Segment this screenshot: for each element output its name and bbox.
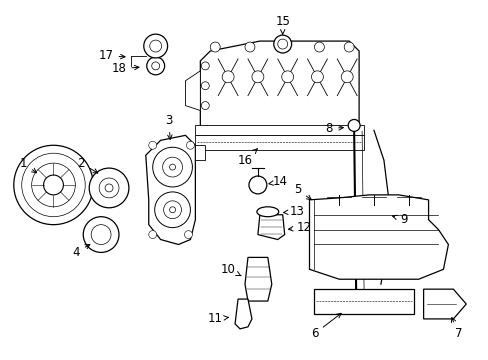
Polygon shape [309, 195, 447, 279]
Circle shape [281, 71, 293, 83]
Polygon shape [314, 289, 413, 314]
Text: 11: 11 [207, 312, 228, 325]
Text: 16: 16 [237, 149, 257, 167]
Circle shape [154, 192, 190, 228]
Circle shape [277, 39, 287, 49]
Text: 9: 9 [392, 213, 407, 226]
Circle shape [314, 42, 324, 52]
Circle shape [222, 71, 234, 83]
Text: 1: 1 [20, 157, 37, 173]
Circle shape [273, 35, 291, 53]
Text: 12: 12 [288, 221, 311, 234]
Circle shape [201, 102, 209, 109]
Text: 8: 8 [325, 122, 343, 135]
Circle shape [163, 201, 181, 219]
Circle shape [201, 82, 209, 90]
Circle shape [148, 231, 156, 239]
Circle shape [152, 147, 192, 187]
Circle shape [201, 62, 209, 70]
Polygon shape [235, 299, 251, 329]
Text: 5: 5 [293, 184, 311, 199]
Circle shape [149, 40, 162, 52]
Circle shape [184, 231, 192, 239]
Text: 3: 3 [164, 114, 172, 139]
Circle shape [244, 42, 254, 52]
Circle shape [248, 176, 266, 194]
Circle shape [344, 42, 353, 52]
Circle shape [43, 175, 63, 195]
Circle shape [14, 145, 93, 225]
Circle shape [210, 42, 220, 52]
Text: 18: 18 [111, 62, 139, 75]
Text: 13: 13 [283, 205, 305, 218]
Text: 7: 7 [450, 318, 461, 340]
Text: 10: 10 [220, 263, 241, 276]
Circle shape [99, 178, 119, 198]
Circle shape [143, 34, 167, 58]
Circle shape [347, 120, 359, 131]
Ellipse shape [256, 207, 278, 217]
Polygon shape [195, 135, 364, 150]
Circle shape [105, 184, 113, 192]
Circle shape [89, 168, 129, 208]
Text: 6: 6 [310, 313, 341, 340]
Polygon shape [244, 257, 271, 301]
Text: 15: 15 [275, 15, 289, 34]
Circle shape [163, 157, 182, 177]
Circle shape [91, 225, 111, 244]
Circle shape [32, 163, 75, 207]
Circle shape [169, 207, 175, 213]
Circle shape [146, 57, 164, 75]
Circle shape [151, 62, 160, 70]
Circle shape [21, 153, 85, 217]
Circle shape [83, 217, 119, 252]
Polygon shape [195, 145, 205, 160]
Polygon shape [200, 41, 358, 130]
Circle shape [169, 164, 175, 170]
Polygon shape [257, 215, 284, 239]
Text: 17: 17 [99, 49, 125, 63]
Text: 14: 14 [268, 175, 286, 189]
Circle shape [186, 141, 194, 149]
Polygon shape [423, 289, 466, 319]
Polygon shape [195, 125, 364, 135]
Circle shape [148, 141, 156, 149]
Text: 4: 4 [72, 244, 90, 259]
Circle shape [341, 71, 352, 83]
Circle shape [311, 71, 323, 83]
Text: 2: 2 [78, 157, 98, 173]
Circle shape [279, 42, 289, 52]
Polygon shape [145, 135, 195, 244]
Polygon shape [185, 71, 200, 111]
Circle shape [251, 71, 264, 83]
